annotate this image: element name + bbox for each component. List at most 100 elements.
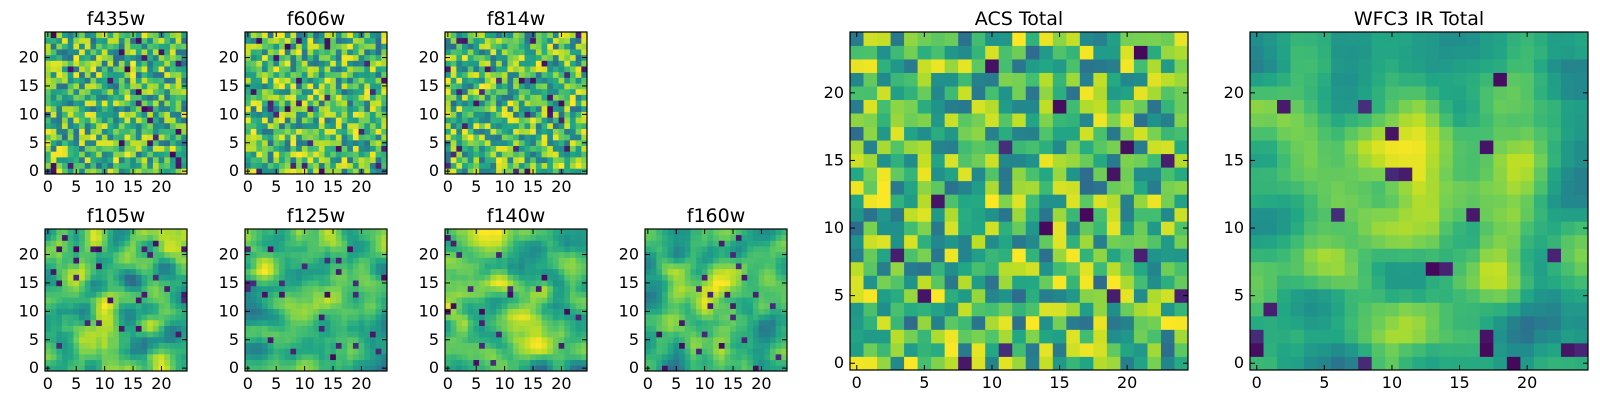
heatmap-cell [324,331,331,338]
heatmap-cell [90,268,97,275]
heatmap-cell [1174,342,1189,357]
heatmap-cell [530,263,537,270]
heatmap-cell [696,302,703,309]
heatmap-cell [558,139,565,146]
heatmap-cell [245,342,252,349]
heatmap-cell [250,285,257,292]
heatmap-cell [113,139,120,146]
heatmap-cell [662,342,669,349]
heatmap-cell [62,134,69,141]
heatmap-cell [79,331,86,338]
heatmap-cell [84,280,91,287]
heatmap-cell [56,240,63,247]
heatmap-cell [341,331,348,338]
axes-frame [444,31,588,175]
heatmap-cell [450,297,457,304]
heatmap-cell [564,359,571,366]
heatmap-cell [496,348,503,355]
heatmap-cell [90,274,97,281]
heatmap-cell [718,297,725,304]
heatmap-cell [124,111,131,118]
heatmap-cell [67,257,74,264]
heatmap-cell [358,297,365,304]
heatmap-cell [96,246,103,253]
heatmap-cell [375,314,382,321]
heatmap-cell [307,43,314,50]
heatmap-cell [501,342,508,349]
heatmap-cell [484,280,491,287]
heatmap-cell [107,325,114,332]
heatmap-cell [496,274,503,281]
heatmap-cell [273,139,280,146]
heatmap-cell [164,100,171,107]
heatmap-cell [1106,180,1121,195]
heatmap-cell [267,263,274,270]
heatmap-cell [747,348,754,355]
heatmap-cell [130,83,137,90]
heatmap-cell [79,139,86,146]
heatmap-cell [724,331,731,338]
heatmap-cell [101,156,108,164]
heatmap-cell [547,134,554,141]
heatmap-cell [764,263,771,270]
heatmap-cell [169,365,177,372]
heatmap-cell [507,336,514,343]
heatmap-cell [324,77,331,84]
heatmap-cell [650,251,657,258]
heatmap-cell [518,83,525,90]
heatmap-cell [673,331,680,338]
heatmap-cell [152,263,159,270]
heatmap-cell [1160,234,1175,249]
heatmap-cell [758,251,765,258]
heatmap-cell [752,268,759,275]
heatmap-cell [84,88,91,95]
heatmap-cell [775,314,782,321]
heatmap-cell [152,319,159,326]
heatmap-cell [758,274,765,281]
heatmap-cell [535,43,542,50]
heatmap-cell [450,331,457,338]
heatmap-cell [958,261,973,276]
heatmap-cell [863,194,878,209]
heatmap-cell [1120,261,1135,276]
heatmap-cell [164,37,171,44]
heatmap-cell [769,359,777,366]
heatmap-cell [530,122,537,129]
heatmap-cell [164,365,171,372]
heatmap-cell [107,49,114,56]
heatmap-cell [135,37,142,44]
heatmap-cell [296,145,303,152]
heatmap-cell [135,274,142,281]
heatmap-cell [335,285,342,292]
heatmap-cell [290,359,297,366]
heatmap-cell [724,229,731,236]
heatmap-cell [747,336,754,343]
heatmap-cell [50,280,57,287]
heatmap-cell [701,240,708,247]
heatmap-cell [496,151,503,158]
heatmap-cell [690,274,697,281]
heatmap-cell [381,359,388,366]
heatmap-cell [73,54,80,61]
heatmap-cell [369,336,377,343]
heatmap-cell [256,100,263,107]
heatmap-cell [273,105,280,112]
heatmap-cell [524,32,531,39]
heatmap-cell [581,263,588,270]
heatmap-cell [296,297,303,304]
heatmap-cell [273,240,280,247]
heatmap-cell [456,88,463,95]
heatmap-cell [67,251,74,258]
heatmap-cell [313,60,320,67]
heatmap-cell [313,43,320,50]
heatmap-cell [169,151,177,158]
heatmap-cell [118,117,125,124]
heatmap-cell [335,60,342,67]
heatmap-cell [679,342,686,349]
heatmap-cell [707,308,714,315]
heatmap-cell [473,88,480,95]
heatmap-cell [152,285,159,292]
heatmap-cell [1079,329,1094,344]
heatmap-cell [752,342,759,349]
heatmap-cell [524,365,531,372]
